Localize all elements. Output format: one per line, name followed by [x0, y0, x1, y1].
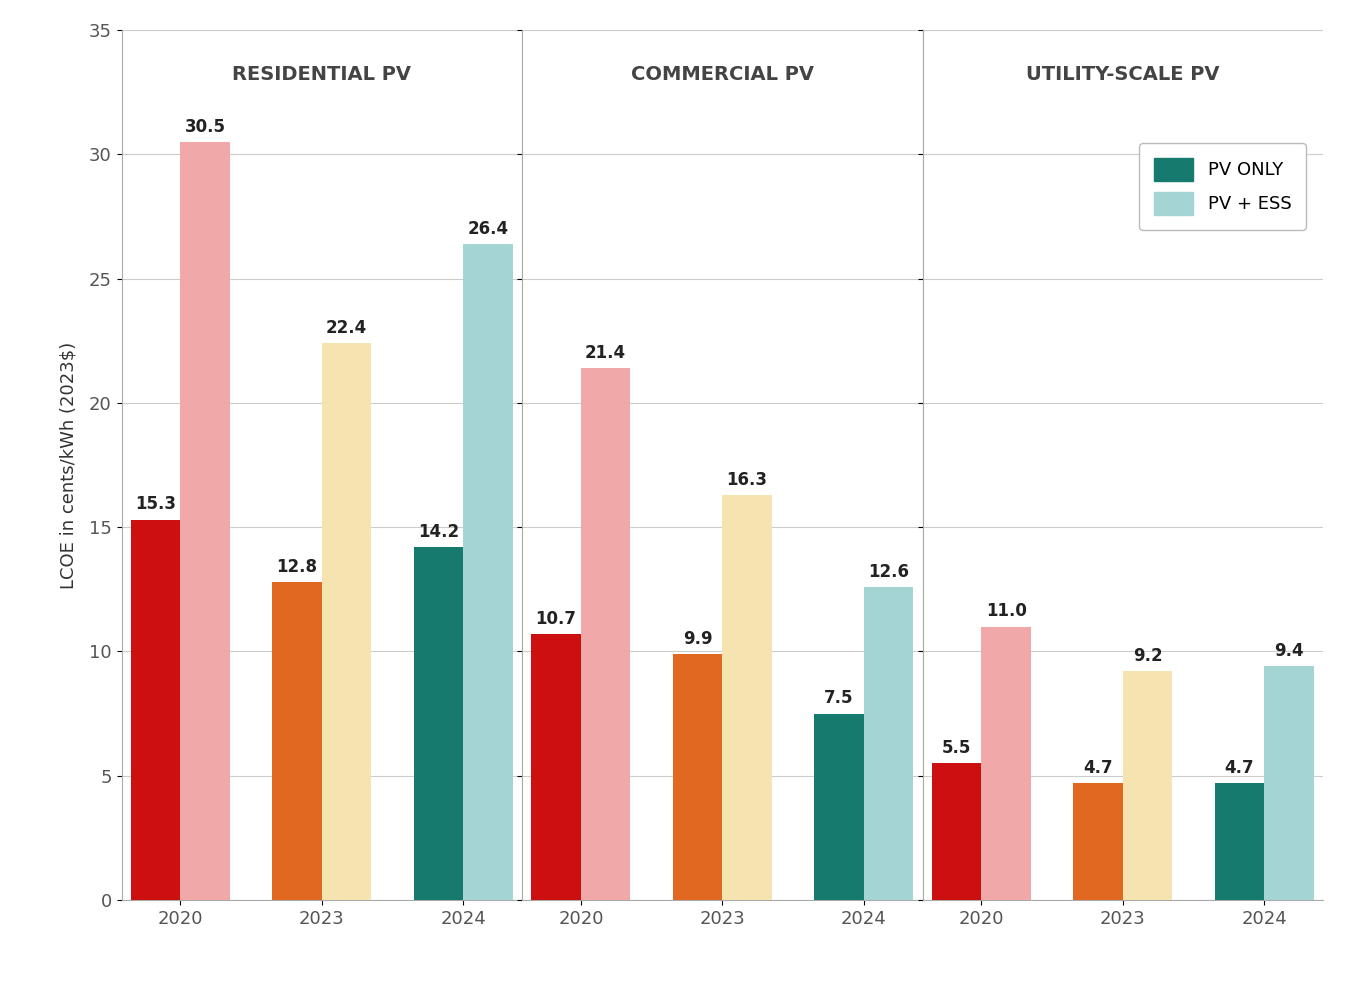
Bar [413, 547, 463, 900]
Bar [580, 368, 630, 900]
Bar [1215, 783, 1264, 900]
Text: 7.5: 7.5 [824, 689, 853, 707]
Bar [722, 495, 772, 900]
Text: 9.2: 9.2 [1133, 647, 1162, 665]
Text: 12.6: 12.6 [868, 563, 909, 581]
Text: UTILITY-SCALE PV: UTILITY-SCALE PV [1026, 65, 1219, 84]
Bar [463, 244, 513, 900]
Text: 16.3: 16.3 [726, 471, 768, 489]
Bar [321, 343, 371, 900]
Bar [532, 634, 580, 900]
Bar [1123, 671, 1172, 900]
Text: 11.0: 11.0 [986, 602, 1026, 620]
Text: 14.2: 14.2 [417, 523, 459, 541]
Bar [1264, 666, 1314, 900]
Bar [672, 654, 722, 900]
Text: 15.3: 15.3 [135, 495, 176, 513]
Text: 9.4: 9.4 [1274, 642, 1304, 660]
Text: 5.5: 5.5 [942, 739, 972, 757]
Bar [131, 520, 181, 900]
Text: 9.9: 9.9 [683, 630, 713, 648]
Text: 26.4: 26.4 [467, 220, 509, 238]
Text: RESIDENTIAL PV: RESIDENTIAL PV [232, 65, 412, 84]
Text: 4.7: 4.7 [1083, 759, 1112, 777]
Bar [931, 763, 981, 900]
Text: 4.7: 4.7 [1224, 759, 1254, 777]
Bar [273, 582, 321, 900]
Legend: PV ONLY, PV + ESS: PV ONLY, PV + ESS [1139, 143, 1305, 230]
Text: 12.8: 12.8 [277, 558, 317, 576]
Text: COMMERCIAL PV: COMMERCIAL PV [630, 65, 814, 84]
Text: 21.4: 21.4 [585, 344, 626, 362]
Bar [1073, 783, 1123, 900]
Y-axis label: LCOE in cents/kWh (2023$): LCOE in cents/kWh (2023$) [59, 341, 78, 589]
Bar [814, 714, 864, 900]
Bar [864, 587, 913, 900]
Bar [181, 142, 230, 900]
Text: 10.7: 10.7 [536, 610, 576, 628]
Text: 30.5: 30.5 [185, 118, 225, 136]
Bar [981, 627, 1031, 900]
Text: 22.4: 22.4 [325, 319, 367, 337]
